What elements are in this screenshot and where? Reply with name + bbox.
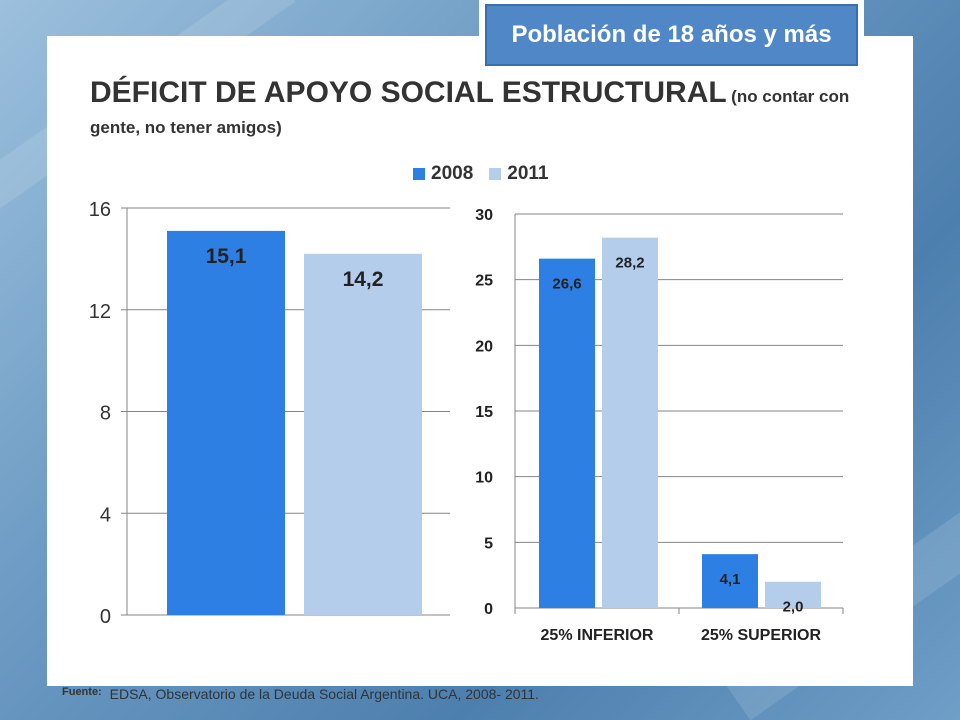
- bar-2011: [765, 581, 821, 608]
- chart-title: DÉFICIT DE APOYO SOCIAL ESTRUCTURAL (no …: [90, 78, 880, 144]
- legend-item-2008: 2008: [413, 163, 473, 185]
- y-tick-label: 15: [475, 404, 493, 421]
- population-badge: Población de 18 años y más: [485, 4, 858, 66]
- legend-label-2008: 2008: [431, 163, 474, 184]
- legend: 2008 2011: [413, 163, 565, 185]
- source-text: EDSA, Observatorio de la Deuda Social Ar…: [109, 686, 539, 702]
- source-note: Fuente: EDSA, Observatorio de la Deuda S…: [62, 686, 762, 702]
- legend-label-2011: 2011: [507, 163, 549, 184]
- y-tick-label: 5: [484, 535, 493, 552]
- y-tick-label: 0: [100, 606, 111, 628]
- quartile-chart: 0 5 10 15 20 25 30 25% INFERIOR 26,6 28,2 25% SUPE…: [475, 207, 844, 644]
- y-tick-label: 4: [100, 504, 111, 526]
- data-label: 28,2: [615, 255, 644, 272]
- x-category-label: 25% SUPERIOR: [701, 627, 821, 644]
- total-chart: 0 4 8 12 16 15,1 14,2: [89, 199, 450, 628]
- data-label: 14,2: [343, 268, 384, 291]
- y-tick-label: 25: [475, 273, 493, 290]
- y-tick-label: 30: [475, 207, 493, 224]
- bar-2011: [602, 237, 658, 608]
- data-label: 2,0: [783, 599, 804, 616]
- source-label: Fuente:: [62, 686, 102, 698]
- title-main: DÉFICIT DE APOYO SOCIAL ESTRUCTURAL: [90, 76, 727, 109]
- data-label: 4,1: [720, 571, 741, 588]
- bar-2008: [167, 230, 285, 616]
- legend-swatch-2008: [413, 168, 425, 180]
- data-label: 26,6: [552, 276, 581, 293]
- bar-2011: [304, 253, 422, 615]
- legend-swatch-2011: [489, 168, 502, 180]
- y-tick-label: 20: [475, 338, 493, 355]
- data-label: 15,1: [206, 245, 247, 268]
- y-tick-label: 0: [484, 601, 493, 618]
- title-sub-a: (no contar con: [731, 87, 850, 106]
- legend-item-2011: 2011: [489, 163, 549, 185]
- bar-2008: [702, 554, 758, 608]
- bar-2008: [539, 258, 595, 608]
- title-sub-b: gente, no tener amigos): [90, 118, 282, 137]
- y-tick-label: 8: [100, 403, 111, 425]
- y-tick-label: 10: [475, 470, 493, 487]
- y-tick-label: 12: [89, 301, 111, 323]
- x-category-label: 25% INFERIOR: [541, 627, 654, 644]
- y-tick-label: 16: [89, 199, 111, 221]
